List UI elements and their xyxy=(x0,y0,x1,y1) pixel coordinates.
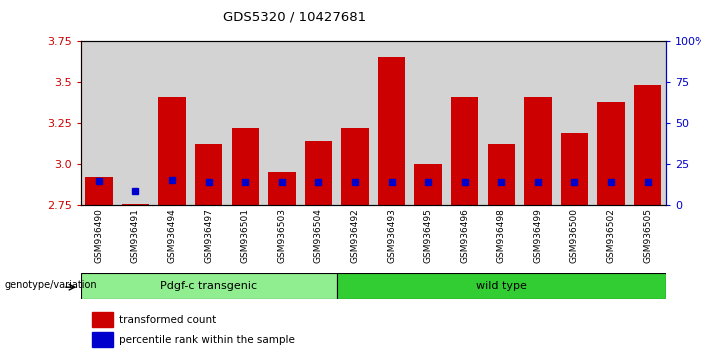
Bar xyxy=(414,164,442,205)
Bar xyxy=(231,128,259,205)
Bar xyxy=(336,273,666,299)
Bar xyxy=(122,204,149,205)
Bar xyxy=(264,41,300,205)
Bar xyxy=(597,102,625,205)
Bar xyxy=(191,41,227,205)
Bar xyxy=(488,144,515,205)
Bar xyxy=(524,97,552,205)
Bar xyxy=(556,41,593,205)
Bar xyxy=(519,41,556,205)
Text: percentile rank within the sample: percentile rank within the sample xyxy=(118,335,294,345)
Bar xyxy=(81,41,117,205)
Bar xyxy=(93,312,113,327)
Bar xyxy=(268,172,296,205)
Bar xyxy=(81,273,336,299)
Bar xyxy=(374,41,410,205)
Bar xyxy=(341,128,369,205)
Text: transformed count: transformed count xyxy=(118,315,216,325)
Bar xyxy=(300,41,336,205)
Text: GDS5320 / 10427681: GDS5320 / 10427681 xyxy=(223,11,366,24)
Bar xyxy=(378,57,405,205)
Bar xyxy=(305,141,332,205)
Bar xyxy=(561,133,588,205)
Bar xyxy=(93,332,113,347)
Bar xyxy=(86,177,113,205)
Text: Pdgf-c transgenic: Pdgf-c transgenic xyxy=(160,281,257,291)
Bar xyxy=(336,41,373,205)
Bar xyxy=(410,41,447,205)
Bar xyxy=(629,41,666,205)
Bar xyxy=(451,97,479,205)
Bar xyxy=(593,41,629,205)
Bar xyxy=(117,41,154,205)
Bar xyxy=(195,144,222,205)
Bar xyxy=(483,41,519,205)
Text: genotype/variation: genotype/variation xyxy=(4,280,97,290)
Bar xyxy=(154,41,191,205)
Bar xyxy=(158,97,186,205)
Bar xyxy=(634,85,661,205)
Bar xyxy=(227,41,264,205)
Bar xyxy=(447,41,483,205)
Text: wild type: wild type xyxy=(476,281,526,291)
